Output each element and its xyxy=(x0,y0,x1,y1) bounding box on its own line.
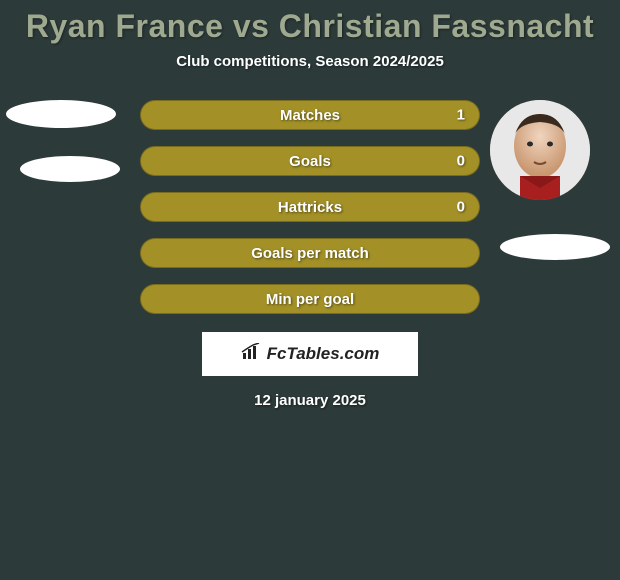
date-label: 12 january 2025 xyxy=(0,392,620,409)
bar-label: Min per goal xyxy=(266,291,354,308)
bar-label: Goals xyxy=(289,153,331,170)
bar-value: 1 xyxy=(457,107,465,124)
bar-matches: Matches 1 xyxy=(140,100,480,130)
bar-hattricks: Hattricks 0 xyxy=(140,192,480,222)
bar-label: Matches xyxy=(280,107,340,124)
branding-box[interactable]: FcTables.com xyxy=(202,332,418,376)
stat-bars: Matches 1 Goals 0 Hattricks 0 Goals per … xyxy=(140,100,480,314)
bar-min-per-goal: Min per goal xyxy=(140,284,480,314)
avatar-left-placeholder-2 xyxy=(20,156,120,182)
page-title: Ryan France vs Christian Fassnacht xyxy=(0,8,620,45)
subtitle: Club competitions, Season 2024/2025 xyxy=(0,53,620,70)
bar-goals-per-match: Goals per match xyxy=(140,238,480,268)
bar-goals: Goals 0 xyxy=(140,146,480,176)
chart-icon xyxy=(241,343,263,366)
avatar-right-photo xyxy=(490,100,590,200)
bar-value: 0 xyxy=(457,199,465,216)
comparison-card: Ryan France vs Christian Fassnacht Club … xyxy=(0,0,620,409)
branding-text: FcTables.com xyxy=(267,344,380,364)
bar-value: 0 xyxy=(457,153,465,170)
avatar-right-placeholder xyxy=(500,234,610,260)
avatar-right xyxy=(490,100,590,200)
bar-label: Goals per match xyxy=(251,245,369,262)
content-area: Matches 1 Goals 0 Hattricks 0 Goals per … xyxy=(0,100,620,409)
face-icon xyxy=(490,100,590,200)
bar-label: Hattricks xyxy=(278,199,342,216)
avatar-left-placeholder-1 xyxy=(6,100,116,128)
